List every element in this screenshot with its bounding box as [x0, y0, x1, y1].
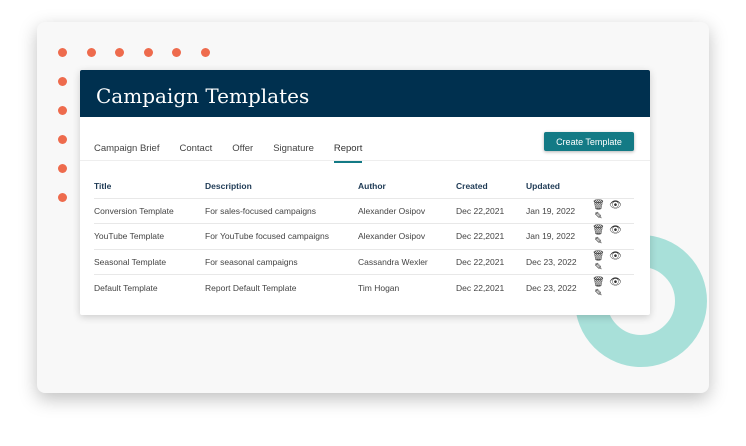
col-author: Author	[358, 174, 456, 199]
cell-author: Tim Hogan	[358, 282, 400, 293]
cell-created: Dec 22,2021	[456, 198, 526, 224]
tab-offer[interactable]: Offer	[232, 143, 254, 154]
cell-updated: Jan 19, 2022	[526, 198, 590, 224]
cell-author: Alexander Osipov	[358, 198, 456, 224]
dot	[58, 135, 67, 144]
dot	[115, 48, 124, 57]
cell-updated: Dec 23, 2022	[526, 249, 590, 275]
table-row: Default Template Report Default Template T…	[94, 275, 634, 301]
dot	[86, 48, 96, 57]
tab-contact[interactable]: Contact	[179, 143, 213, 154]
trash-icon[interactable]: 🗑	[592, 199, 605, 211]
tab-bar: Campaign Brief Contact Offer Signature R…	[94, 143, 382, 163]
cell-updated: Dec 23, 2022	[526, 282, 577, 293]
dot	[200, 48, 210, 57]
table-row: Conversion Template For sales-focused cam…	[94, 198, 634, 224]
row-actions: 🗑 👁 ✎	[590, 223, 634, 250]
cell-description: For YouTube focused campaigns	[205, 223, 358, 250]
dot	[58, 106, 67, 115]
tab-signature[interactable]: Signature	[273, 143, 314, 154]
templates-panel: Campaign Templates Campaign Brief Contac…	[80, 70, 650, 315]
dot	[143, 48, 153, 57]
trash-icon[interactable]: 🗑	[592, 276, 605, 288]
templates-table: Title Description Author Created Updated…	[94, 174, 634, 300]
eye-icon[interactable]: 👁	[609, 225, 622, 237]
cell-description: For sales-focused campaigns	[205, 198, 358, 224]
eye-icon[interactable]: 👁	[609, 276, 622, 288]
cell-description: Report Default Template	[205, 282, 297, 293]
tab-campaign-brief[interactable]: Campaign Brief	[94, 143, 160, 154]
pencil-icon[interactable]: ✎	[594, 210, 603, 222]
col-created: Created	[456, 174, 526, 199]
eye-icon[interactable]: 👁	[609, 199, 622, 211]
cell-title: Conversion Template	[94, 198, 205, 224]
dot	[58, 193, 67, 202]
cell-created: Dec 22,2021	[456, 223, 526, 250]
row-actions: 🗑 👁 ✎	[590, 249, 634, 275]
table-row: YouTube Template For YouTube focused camp…	[94, 223, 634, 250]
col-updated: Updated	[526, 174, 590, 199]
create-template-button[interactable]: Create Template	[544, 132, 634, 151]
cell-title: YouTube Template	[94, 223, 205, 250]
trash-icon[interactable]: 🗑	[592, 250, 605, 262]
cell-created: Dec 22,2021	[456, 249, 526, 275]
pencil-icon[interactable]: ✎	[594, 236, 603, 248]
dot	[58, 48, 67, 57]
table-row: Seasonal Template For seasonal campaigns C…	[94, 249, 634, 275]
cell-description: For seasonal campaigns	[205, 249, 358, 275]
dot	[172, 48, 181, 57]
trash-icon[interactable]: 🗑	[592, 225, 605, 237]
cell-author: Alexander Osipov	[358, 223, 456, 250]
dot	[58, 164, 67, 173]
cell-author: Cassandra Wexler	[358, 249, 456, 275]
row-actions: 🗑 👁 ✎	[590, 198, 634, 224]
row-actions: 🗑 👁 ✎	[590, 275, 634, 301]
divider	[80, 160, 650, 161]
col-title: Title	[94, 174, 205, 199]
pencil-icon[interactable]: ✎	[594, 261, 603, 273]
cell-created: Dec 22,2021	[456, 282, 505, 293]
cell-title: Seasonal Template	[94, 249, 205, 275]
pencil-icon[interactable]: ✎	[594, 287, 603, 299]
eye-icon[interactable]: 👁	[609, 250, 622, 262]
tab-report[interactable]: Report	[333, 143, 363, 163]
dot	[58, 77, 67, 86]
cell-title: Default Template	[94, 282, 158, 293]
page-title: Campaign Templates	[80, 70, 650, 117]
cell-updated: Jan 19, 2022	[526, 223, 590, 250]
col-description: Description	[205, 174, 358, 199]
